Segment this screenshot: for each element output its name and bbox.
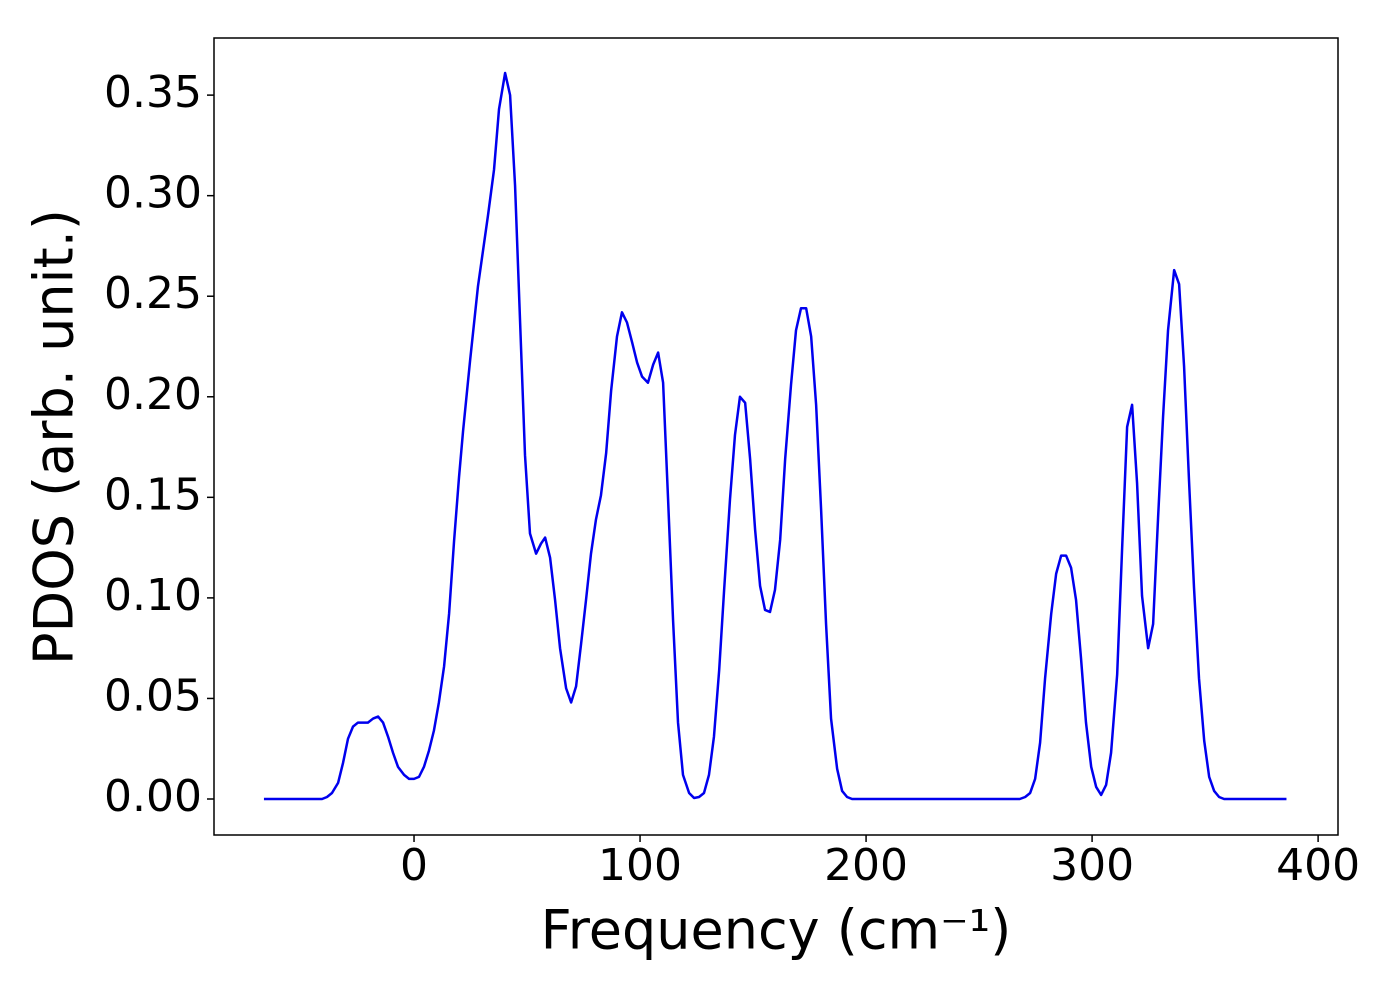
x-tick-label: 200 [824,840,908,891]
y-tick-label: 0.30 [104,168,202,219]
y-tick-label: 0.05 [104,670,202,721]
y-tick-label: 0.10 [104,570,202,621]
y-tick-label: 0.20 [104,369,202,420]
y-tick-label: 0.35 [104,67,202,118]
y-tick-label: 0.00 [104,771,202,822]
x-tick-label: 100 [598,840,682,891]
x-tick-label: 400 [1276,840,1360,891]
x-axis-label: Frequency (cm⁻¹) [541,899,1012,962]
y-tick-label: 0.25 [104,268,202,319]
y-axis-label: PDOS (arb. unit.) [23,209,86,665]
x-tick-label: 0 [400,840,428,891]
data-line [263,71,1287,801]
plot-frame [213,37,1339,836]
y-tick-label: 0.15 [104,469,202,520]
x-tick-label: 300 [1050,840,1134,891]
